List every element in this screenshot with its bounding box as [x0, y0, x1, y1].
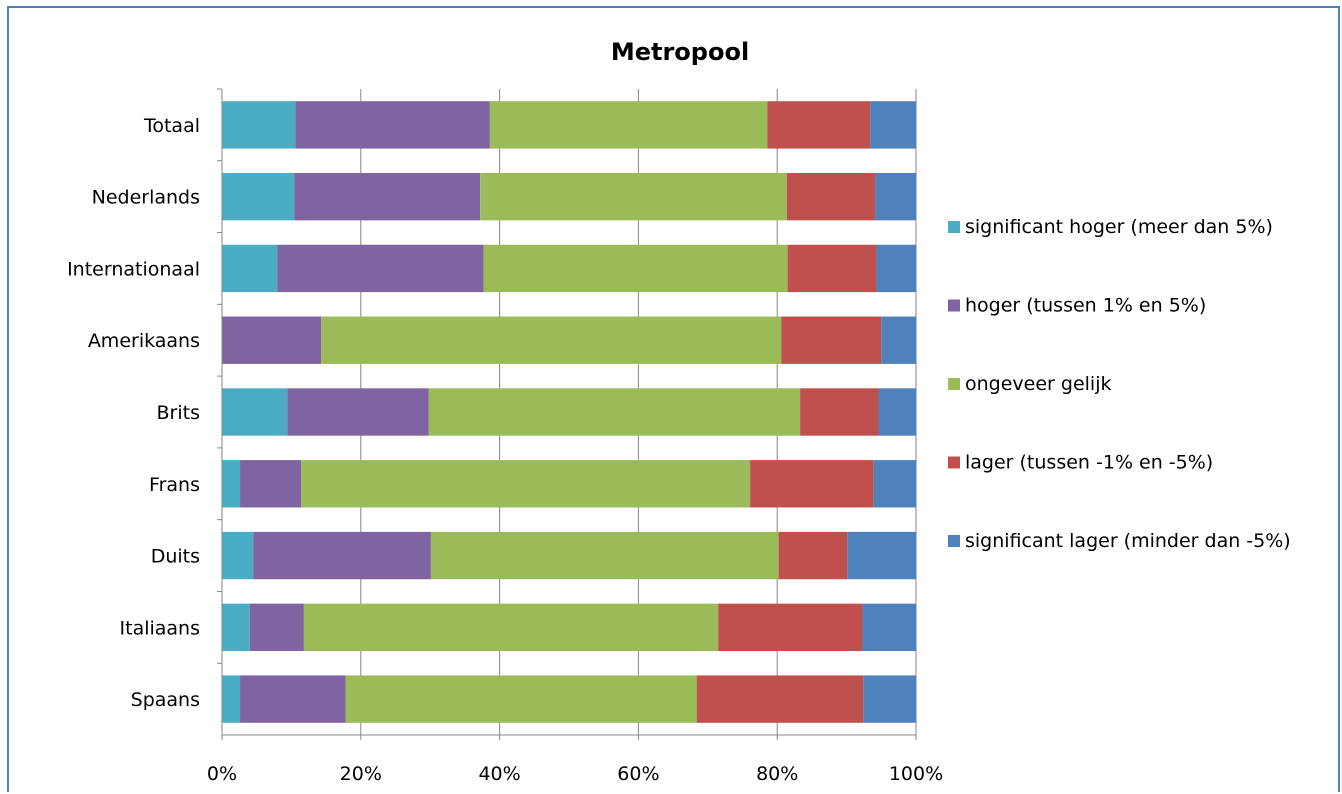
bar-segment-nederlands-2 — [294, 172, 481, 221]
legend: significant hoger (meer dan 5%) hoger (tu… — [948, 216, 1291, 552]
category-label: Internationaal — [67, 258, 200, 280]
bar-segment-spaans-4 — [696, 675, 864, 723]
bar-segment-totaal-3 — [489, 101, 768, 149]
category-label: Brits — [157, 402, 200, 424]
bar-segment-italiaans-2 — [249, 603, 304, 652]
bar-segment-internationaal-3 — [483, 244, 788, 293]
bar-segment-brits-1 — [222, 388, 288, 436]
bars — [222, 101, 916, 723]
bar-segment-amerikaans-5 — [881, 316, 916, 364]
bar-segment-brits-5 — [878, 388, 916, 436]
bar-segment-spaans-1 — [222, 675, 241, 723]
bar-segment-nederlands-4 — [786, 172, 876, 221]
category-label: Duits — [151, 546, 200, 568]
bar-segment-nederlands-1 — [222, 172, 295, 221]
bar-segment-brits-4 — [800, 388, 879, 436]
legend-label: significant hoger (meer dan 5%) — [965, 216, 1273, 238]
x-tick-labels: 0% 20% 40% 60% 80% 100% — [207, 763, 943, 785]
x-tick-label: 40% — [478, 763, 520, 785]
x-tick-label: 80% — [756, 763, 798, 785]
bar-segment-spaans-3 — [345, 675, 697, 723]
axes — [217, 88, 917, 740]
bar-segment-totaal-4 — [767, 101, 871, 149]
category-label: Totaal — [143, 115, 200, 137]
bar-segment-spaans-2 — [240, 675, 346, 723]
bar-segment-brits-3 — [428, 388, 801, 436]
bar-segment-italiaans-3 — [303, 603, 719, 652]
category-label: Italiaans — [120, 617, 200, 639]
bar-segment-internationaal-1 — [222, 244, 278, 293]
category-label: Amerikaans — [88, 330, 200, 352]
bar-segment-nederlands-3 — [480, 172, 787, 221]
legend-label: significant lager (minder dan -5%) — [965, 530, 1291, 552]
bar-segment-totaal-1 — [222, 101, 296, 149]
bar-segment-internationaal-5 — [876, 244, 916, 293]
bar-segment-frans-4 — [750, 460, 874, 508]
x-tick-label: 100% — [889, 763, 943, 785]
legend-label: ongeveer gelijk — [965, 373, 1111, 395]
category-label: Spaans — [131, 689, 200, 711]
bar-segment-totaal-2 — [295, 101, 490, 149]
bar-segment-brits-2 — [287, 388, 429, 436]
bar-segment-frans-1 — [222, 460, 241, 508]
bar-segment-totaal-5 — [870, 101, 916, 149]
category-labels: Totaal Nederlands Internationaal Amerikaans… — [67, 115, 200, 711]
bar-segment-italiaans-1 — [222, 603, 250, 652]
legend-label: hoger (tussen 1% en 5%) — [965, 295, 1206, 317]
bar-segment-internationaal-2 — [277, 244, 484, 293]
category-label: Nederlands — [92, 187, 200, 209]
bar-segment-amerikaans-4 — [781, 316, 882, 364]
bar-segment-italiaans-5 — [862, 603, 916, 652]
bar-segment-italiaans-4 — [718, 603, 863, 652]
bar-segment-duits-5 — [847, 531, 916, 580]
bar-segment-duits-4 — [778, 531, 848, 580]
x-tick-label: 20% — [340, 763, 382, 785]
bar-segment-frans-3 — [301, 460, 751, 508]
legend-swatch — [948, 535, 960, 547]
x-tick-label: 60% — [617, 763, 659, 785]
legend-swatch — [948, 456, 960, 469]
bar-segment-duits-1 — [222, 531, 254, 580]
legend-label: lager (tussen -1% en -5%) — [965, 452, 1213, 474]
bar-segment-spaans-5 — [863, 675, 916, 723]
bar-segment-duits-3 — [430, 531, 779, 580]
bar-segment-nederlands-5 — [875, 172, 916, 221]
legend-swatch — [948, 299, 960, 312]
bar-segment-internationaal-4 — [787, 244, 877, 293]
legend-swatch — [948, 378, 960, 390]
x-tick-label: 0% — [207, 763, 237, 785]
chart-title: Metropool — [611, 38, 749, 66]
legend-swatch — [948, 221, 960, 233]
bar-segment-amerikaans-2 — [222, 316, 322, 364]
category-label: Frans — [149, 474, 200, 496]
bar-segment-amerikaans-3 — [321, 316, 782, 364]
bar-segment-frans-5 — [873, 460, 916, 508]
bar-segment-duits-2 — [253, 531, 431, 580]
bar-segment-frans-2 — [240, 460, 302, 508]
